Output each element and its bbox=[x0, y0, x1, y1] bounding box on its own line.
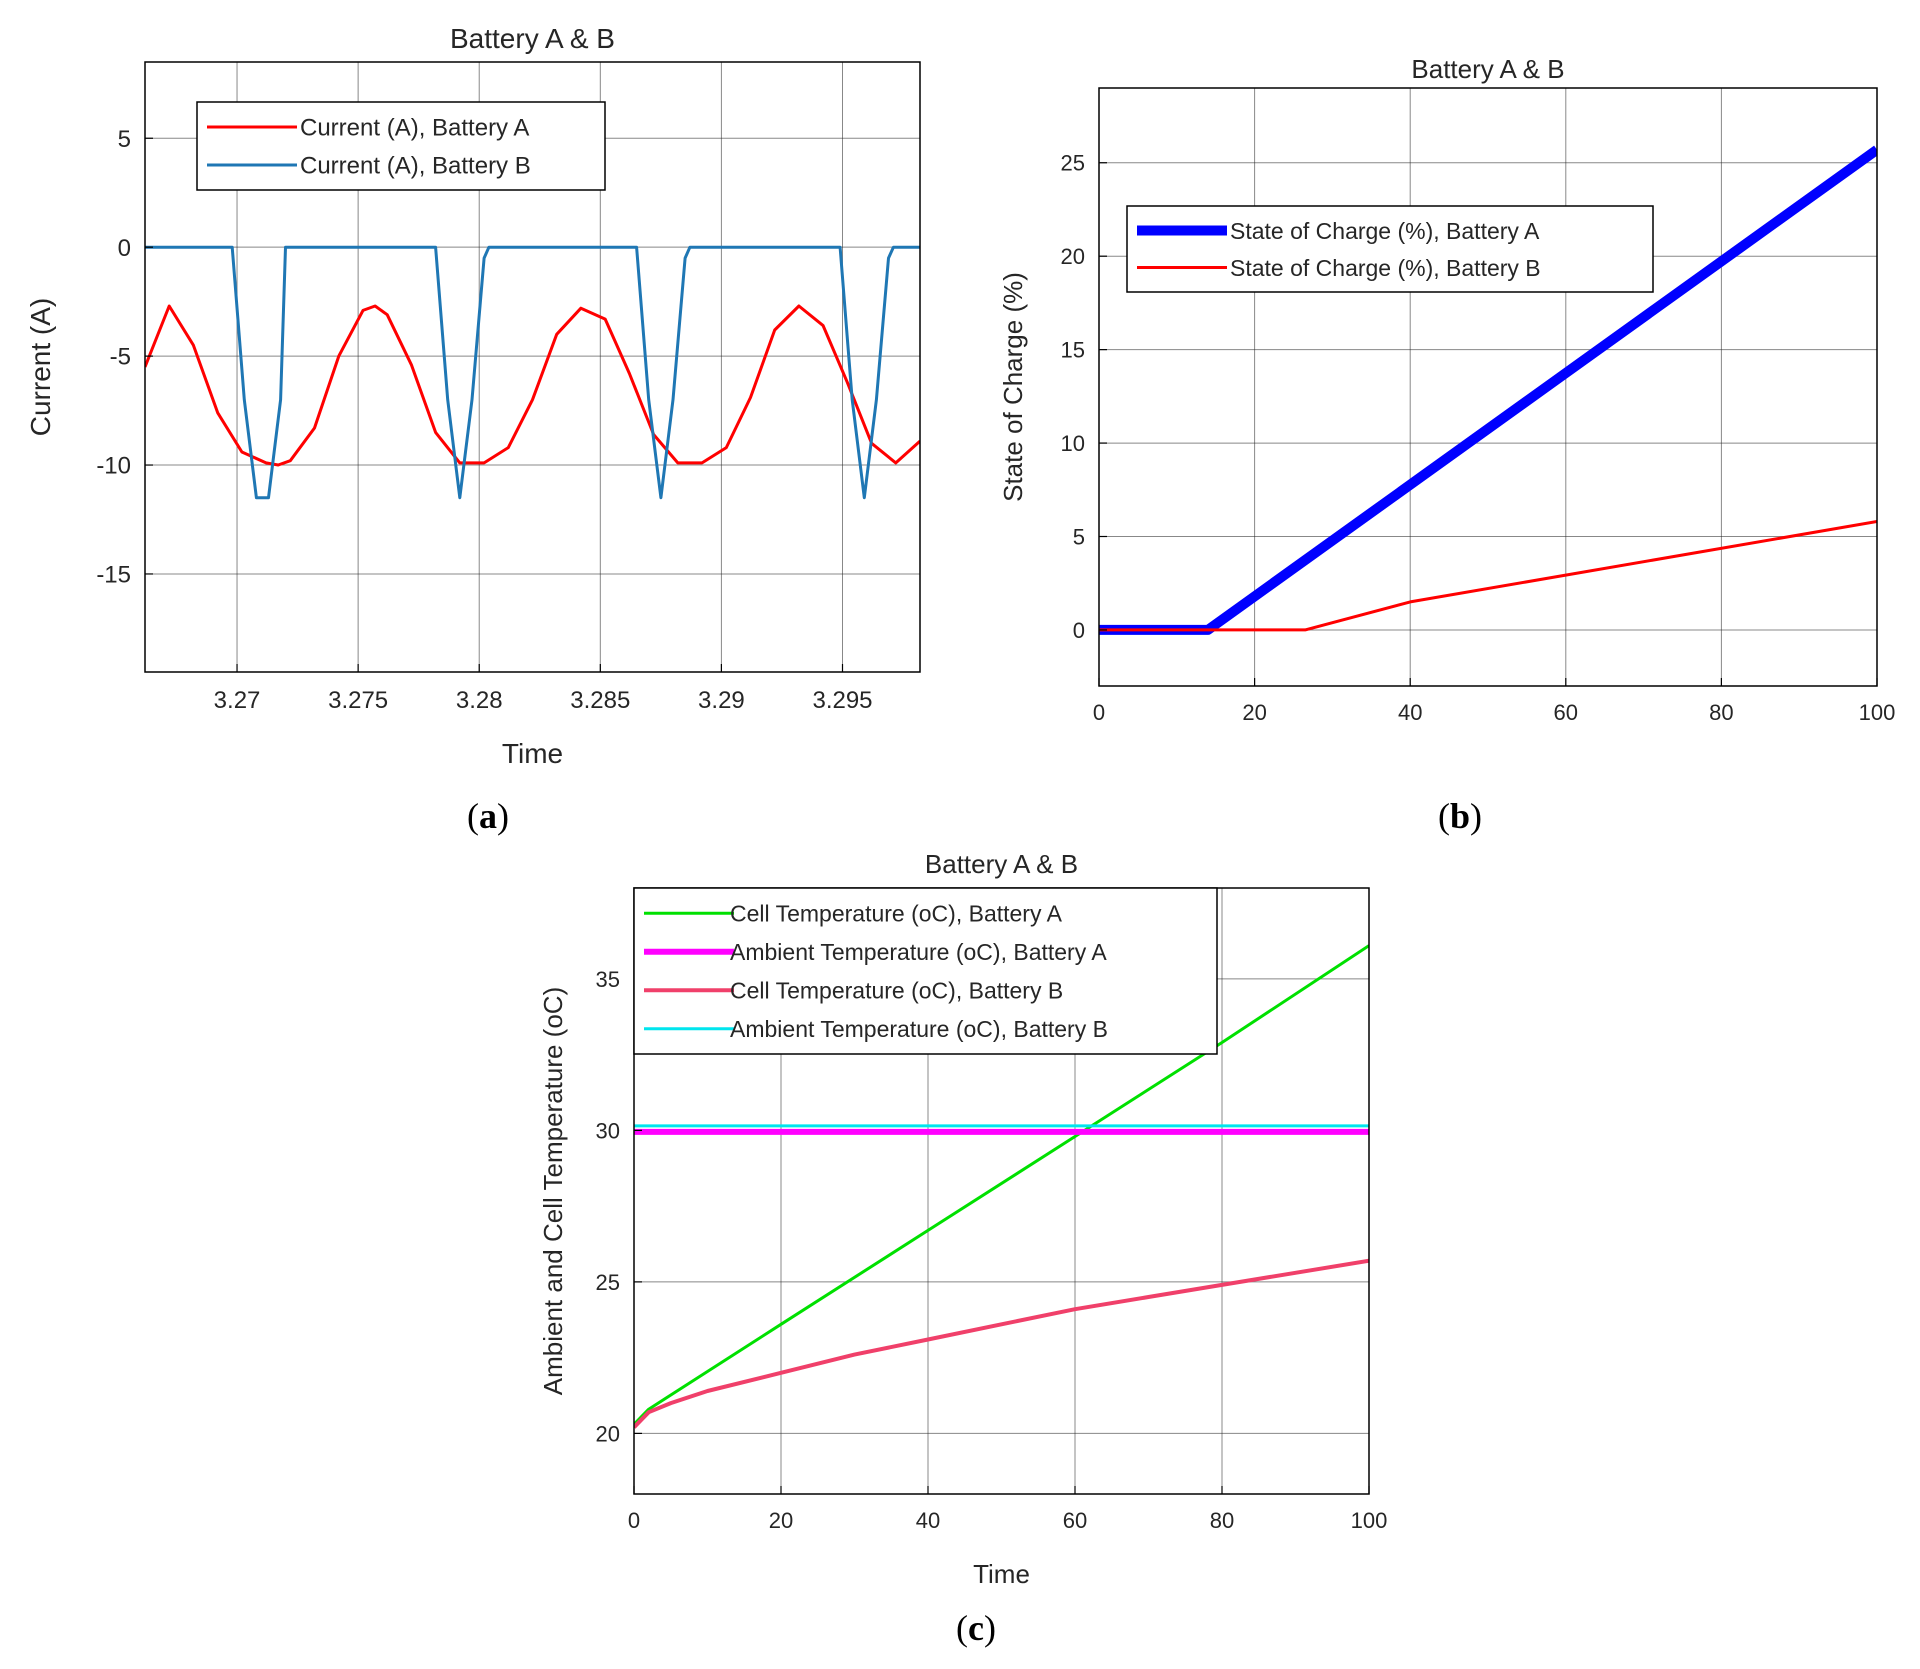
label-a-letter: a bbox=[479, 796, 497, 836]
y-tick-label: 5 bbox=[118, 126, 131, 153]
x-tick-label: 100 bbox=[1859, 700, 1896, 725]
series-line-2 bbox=[145, 245, 920, 500]
legend-label: State of Charge (%), Battery B bbox=[1230, 255, 1541, 281]
x-tick-label: 0 bbox=[1093, 700, 1105, 725]
panel-a-xlabel: Time bbox=[502, 738, 563, 769]
panel-a-legend: Current (A), Battery A Current (A), Batte… bbox=[196, 101, 606, 191]
legend-label: Current (A), Battery A bbox=[300, 115, 529, 142]
x-tick-label: 60 bbox=[1063, 1508, 1087, 1533]
x-tick-label: 3.27 bbox=[214, 687, 261, 714]
subfigure-label-c: (c) bbox=[956, 1608, 996, 1648]
x-tick-label: 40 bbox=[1398, 700, 1422, 725]
panel-b-plot-area bbox=[1099, 88, 1877, 686]
panel-b-ticks: 0 20 40 60 80 100 0 5 10 15 20 25 bbox=[1061, 151, 1896, 725]
x-tick-label: 3.28 bbox=[456, 687, 503, 714]
panel-c-ylabel: Ambient and Cell Temperature (oC) bbox=[538, 987, 568, 1395]
legend-label: Cell Temperature (oC), Battery A bbox=[730, 901, 1063, 927]
panel-a: 3.27 3.275 3.28 3.285 3.29 3.295 5 0 -5 -10 -15 Ba… bbox=[25, 23, 921, 836]
x-tick-label: 3.275 bbox=[328, 687, 388, 714]
x-tick-label: 80 bbox=[1210, 1508, 1234, 1533]
label-c-open: ( bbox=[956, 1608, 968, 1648]
y-tick-label: -15 bbox=[96, 562, 131, 589]
panel-b-series bbox=[1099, 145, 1877, 635]
y-tick-label: 30 bbox=[596, 1118, 620, 1143]
x-tick-label: 80 bbox=[1709, 700, 1733, 725]
series-line-1 bbox=[634, 944, 1369, 1426]
y-tick-label: 0 bbox=[118, 235, 131, 262]
y-tick-label: 15 bbox=[1061, 338, 1085, 363]
x-tick-label: 3.285 bbox=[570, 687, 630, 714]
x-tick-label: 40 bbox=[916, 1508, 940, 1533]
y-tick-label: 20 bbox=[596, 1421, 620, 1446]
label-a-close: ) bbox=[497, 796, 509, 836]
panel-a-ylabel: Current (A) bbox=[25, 298, 56, 436]
panel-b-ylabel: State of Charge (%) bbox=[998, 272, 1028, 502]
x-tick-label: 60 bbox=[1554, 700, 1578, 725]
y-tick-label: 5 bbox=[1073, 524, 1085, 549]
panel-a-ticks: 3.27 3.275 3.28 3.285 3.29 3.295 5 0 -5 -10 -15 bbox=[96, 126, 872, 714]
x-tick-label: 3.295 bbox=[812, 687, 872, 714]
label-b-open: ( bbox=[1438, 796, 1450, 836]
y-tick-label: 25 bbox=[1061, 151, 1085, 176]
label-c-close: ) bbox=[984, 1608, 996, 1648]
panel-a-series bbox=[145, 245, 920, 500]
x-tick-label: 0 bbox=[628, 1508, 640, 1533]
x-tick-label: 100 bbox=[1351, 1508, 1388, 1533]
y-tick-label: 25 bbox=[596, 1270, 620, 1295]
legend-box bbox=[1126, 205, 1654, 293]
legend-label: Ambient Temperature (oC), Battery B bbox=[730, 1016, 1108, 1042]
x-tick-label: 20 bbox=[769, 1508, 793, 1533]
legend-label: Current (A), Battery B bbox=[300, 153, 531, 180]
panel-b: 0 20 40 60 80 100 0 5 10 15 20 25 Battery A & B Sta… bbox=[998, 54, 1895, 836]
subfigure-label-a: (a) bbox=[467, 796, 509, 836]
series-line-3 bbox=[634, 1258, 1369, 1429]
y-tick-label: 20 bbox=[1061, 244, 1085, 269]
panel-b-axes-box bbox=[1098, 87, 1878, 687]
y-tick-label: 10 bbox=[1061, 431, 1085, 456]
legend-label: Ambient Temperature (oC), Battery A bbox=[730, 939, 1107, 965]
label-b-close: ) bbox=[1470, 796, 1482, 836]
panel-b-title: Battery A & B bbox=[1411, 54, 1564, 84]
series-line-1 bbox=[145, 304, 920, 467]
panel-c-series bbox=[634, 944, 1369, 1429]
panel-a-axes-box bbox=[144, 61, 921, 673]
legend-box bbox=[633, 887, 1218, 1055]
legend-label: State of Charge (%), Battery A bbox=[1230, 218, 1540, 244]
panel-c-xlabel: Time bbox=[973, 1559, 1030, 1589]
legend-label: Cell Temperature (oC), Battery B bbox=[730, 978, 1063, 1004]
panel-b-legend: State of Charge (%), Battery A State of C… bbox=[1126, 205, 1654, 293]
panel-c-ticks: 0 20 40 60 80 100 20 25 30 35 bbox=[596, 967, 1388, 1533]
panel-c-legend: Cell Temperature (oC), Battery A Ambient … bbox=[633, 887, 1218, 1055]
series-line-2 bbox=[1099, 520, 1877, 632]
label-c-letter: c bbox=[968, 1608, 984, 1648]
x-tick-label: 20 bbox=[1242, 700, 1266, 725]
y-tick-label: 35 bbox=[596, 967, 620, 992]
subfigure-label-b: (b) bbox=[1438, 796, 1482, 836]
legend-box bbox=[196, 101, 606, 191]
y-tick-label: -5 bbox=[110, 344, 131, 371]
panel-c-title: Battery A & B bbox=[925, 849, 1078, 879]
y-tick-label: -10 bbox=[96, 453, 131, 480]
x-tick-label: 3.29 bbox=[698, 687, 745, 714]
label-a-open: ( bbox=[467, 796, 479, 836]
y-tick-label: 0 bbox=[1073, 618, 1085, 643]
panel-a-title: Battery A & B bbox=[450, 23, 615, 54]
label-b-letter: b bbox=[1450, 796, 1470, 836]
